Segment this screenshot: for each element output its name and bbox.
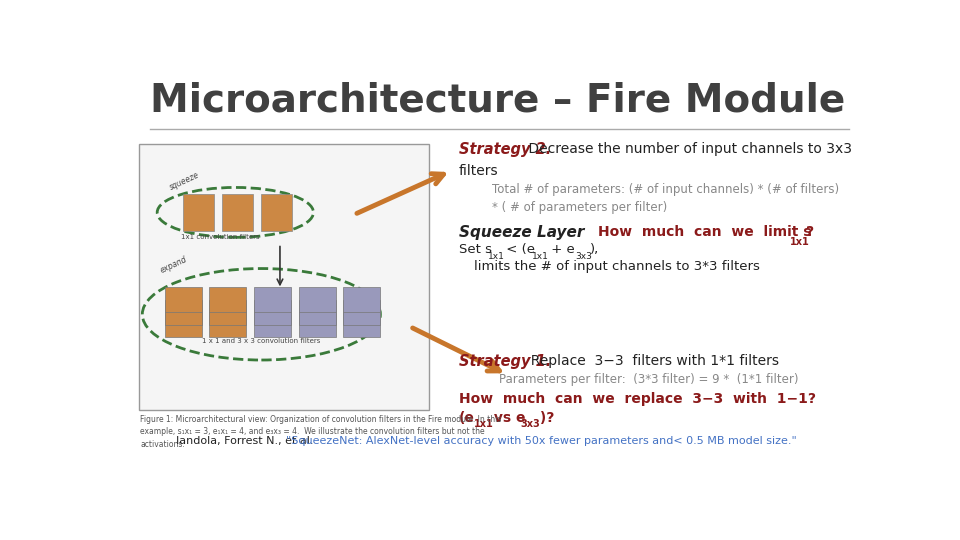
Text: < (e: < (e bbox=[502, 243, 536, 256]
Text: Figure 1: Microarchitectural view: Organization of convolution filters in the Fi: Figure 1: Microarchitectural view: Organ… bbox=[140, 415, 501, 449]
FancyBboxPatch shape bbox=[209, 312, 247, 337]
Text: 3x3: 3x3 bbox=[575, 252, 592, 261]
Text: 1x1: 1x1 bbox=[789, 237, 809, 247]
Text: 3x3: 3x3 bbox=[520, 419, 540, 429]
Text: Microarchitecture – Fire Module: Microarchitecture – Fire Module bbox=[150, 82, 845, 119]
FancyBboxPatch shape bbox=[253, 287, 291, 312]
Text: limits the # of input channels to 3*3 filters: limits the # of input channels to 3*3 fi… bbox=[474, 260, 760, 273]
FancyBboxPatch shape bbox=[165, 312, 202, 337]
Text: "SqueezeNet: AlexNet-level accuracy with 50x fewer parameters and< 0.5 MB model : "SqueezeNet: AlexNet-level accuracy with… bbox=[286, 436, 797, 446]
Text: NETWORK COMPRESSION AND SPEEDUP: NETWORK COMPRESSION AND SPEEDUP bbox=[381, 511, 579, 521]
Text: Replace  3−3  filters with 1*1 filters: Replace 3−3 filters with 1*1 filters bbox=[522, 354, 779, 368]
FancyBboxPatch shape bbox=[260, 194, 292, 231]
Text: How  much  can  we  limit s: How much can we limit s bbox=[598, 225, 812, 239]
Text: Total # of parameters: (# of input channels) * (# of filters): Total # of parameters: (# of input chann… bbox=[492, 183, 839, 197]
FancyBboxPatch shape bbox=[299, 287, 336, 312]
Text: * ( # of parameters per filter): * ( # of parameters per filter) bbox=[492, 201, 667, 214]
Text: expand: expand bbox=[158, 254, 188, 275]
FancyBboxPatch shape bbox=[183, 194, 214, 231]
Text: + e: + e bbox=[547, 243, 575, 256]
Text: filters: filters bbox=[459, 164, 498, 178]
Text: (e: (e bbox=[459, 411, 474, 425]
FancyBboxPatch shape bbox=[138, 144, 429, 410]
FancyBboxPatch shape bbox=[253, 312, 291, 337]
Text: 1 x 1 and 3 x 3 convolution filters: 1 x 1 and 3 x 3 convolution filters bbox=[203, 339, 321, 345]
Text: Strategy 1.: Strategy 1. bbox=[459, 354, 551, 369]
Text: squeeze: squeeze bbox=[168, 170, 202, 192]
Text: Squeeze Layer: Squeeze Layer bbox=[459, 225, 584, 240]
FancyBboxPatch shape bbox=[222, 194, 253, 231]
Text: Parameters per filter:  (3*3 filter) = 9 *  (1*1 filter): Parameters per filter: (3*3 filter) = 9 … bbox=[499, 373, 799, 386]
Text: How  much  can  we  replace  3−3  with  1−1?: How much can we replace 3−3 with 1−1? bbox=[459, 393, 815, 407]
FancyBboxPatch shape bbox=[344, 312, 380, 337]
Text: ?: ? bbox=[806, 225, 814, 239]
Text: 1x1 convolution filters: 1x1 convolution filters bbox=[181, 234, 260, 240]
FancyBboxPatch shape bbox=[253, 300, 291, 325]
Text: 1x1: 1x1 bbox=[488, 252, 504, 261]
Text: Iandola, Forrest N., et al.: Iandola, Forrest N., et al. bbox=[176, 436, 317, 446]
FancyBboxPatch shape bbox=[299, 312, 336, 337]
Text: )?: )? bbox=[535, 411, 555, 425]
Text: Decrease the number of input channels to 3x3: Decrease the number of input channels to… bbox=[524, 141, 852, 156]
Text: ),: ), bbox=[590, 243, 599, 256]
Text: Set s: Set s bbox=[459, 243, 492, 256]
FancyBboxPatch shape bbox=[344, 300, 380, 325]
FancyBboxPatch shape bbox=[209, 300, 247, 325]
FancyBboxPatch shape bbox=[344, 287, 380, 312]
Text: Strategy 2.: Strategy 2. bbox=[459, 141, 551, 157]
FancyBboxPatch shape bbox=[165, 287, 202, 312]
FancyBboxPatch shape bbox=[299, 300, 336, 325]
Text: 71: 71 bbox=[907, 511, 922, 521]
Text: 1x1: 1x1 bbox=[474, 419, 493, 429]
FancyBboxPatch shape bbox=[165, 300, 202, 325]
Text: vs e: vs e bbox=[489, 411, 525, 425]
Text: 1x1: 1x1 bbox=[532, 252, 549, 261]
FancyBboxPatch shape bbox=[209, 287, 247, 312]
